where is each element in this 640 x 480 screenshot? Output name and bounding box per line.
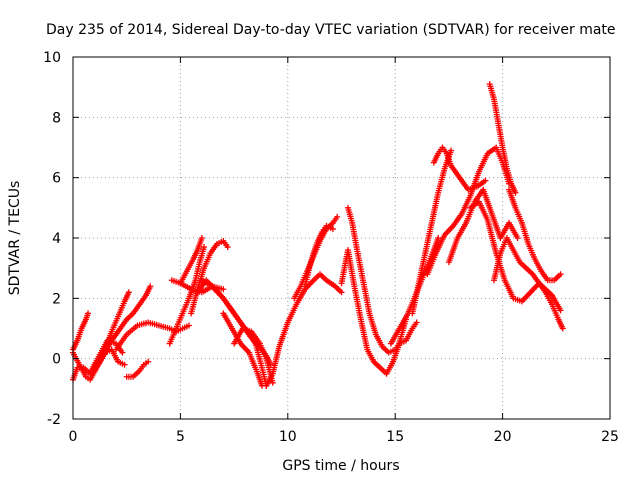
x-tick-label: 5 [176, 429, 185, 445]
data-points [70, 81, 566, 389]
data-point [514, 235, 521, 241]
axis-ticks: 0 5 10 15 20 25 -2 0 2 4 6 8 10 [43, 50, 619, 445]
y-tick-label: 4 [52, 231, 61, 247]
series-arc-21 [387, 235, 442, 347]
series-arc-29 [506, 186, 564, 284]
data-point [269, 379, 276, 386]
series-arc-20 [344, 204, 420, 356]
data-point [557, 307, 564, 314]
y-tick-label: -2 [47, 412, 61, 428]
series-arc-11 [188, 238, 231, 317]
data-point [145, 358, 152, 365]
y-tick-label: 0 [52, 352, 61, 368]
series-arc-26 [486, 81, 519, 196]
series-arc-8 [166, 244, 208, 347]
data-point [85, 310, 92, 317]
y-tick-label: 8 [52, 110, 61, 126]
series-arc-24 [424, 144, 513, 278]
data-point [220, 286, 227, 293]
data-point [512, 189, 519, 196]
data-point [201, 244, 208, 251]
x-tick-label: 15 [386, 429, 404, 445]
series-arc-22 [409, 147, 455, 317]
data-point [198, 235, 205, 241]
data-point [119, 349, 126, 356]
data-point [125, 289, 132, 296]
series-arc-23 [430, 144, 489, 193]
series-arc-9 [177, 235, 205, 287]
series-arc-6 [112, 319, 192, 353]
x-tick-label: 10 [279, 429, 297, 445]
data-point [448, 147, 455, 154]
series-arc-7 [123, 358, 152, 380]
data-point [338, 289, 345, 296]
series-arc-4 [91, 283, 154, 374]
data-point [559, 325, 566, 332]
y-tick-label: 2 [52, 291, 61, 307]
series-arc-28 [491, 235, 566, 332]
series-arc-2 [70, 310, 92, 353]
data-point [329, 225, 336, 232]
x-tick-label: 25 [601, 429, 619, 445]
series-arc-25 [445, 186, 521, 266]
x-tick-label: 20 [494, 429, 512, 445]
series-arc-18 [301, 222, 336, 290]
x-tick-label: 0 [69, 429, 78, 445]
y-axis-label: SDTVAR / TECUs [7, 181, 23, 296]
chart-title: Day 235 of 2014, Sidereal Day-to-day VTE… [46, 22, 616, 38]
data-point [147, 283, 154, 290]
data-point [185, 322, 192, 329]
data-point [334, 213, 341, 220]
data-point [224, 244, 231, 251]
y-tick-label: 6 [52, 171, 61, 187]
data-point [482, 177, 489, 184]
x-axis-label: GPS time / hours [282, 458, 399, 474]
y-tick-label: 10 [43, 50, 61, 66]
series-arc-16 [263, 271, 345, 389]
series-arc-5 [102, 289, 132, 353]
series-arc-19 [338, 247, 409, 377]
data-point [413, 319, 420, 326]
data-point [121, 361, 128, 368]
grid-lines [73, 57, 610, 419]
data-point [435, 235, 442, 241]
data-point [557, 271, 564, 278]
